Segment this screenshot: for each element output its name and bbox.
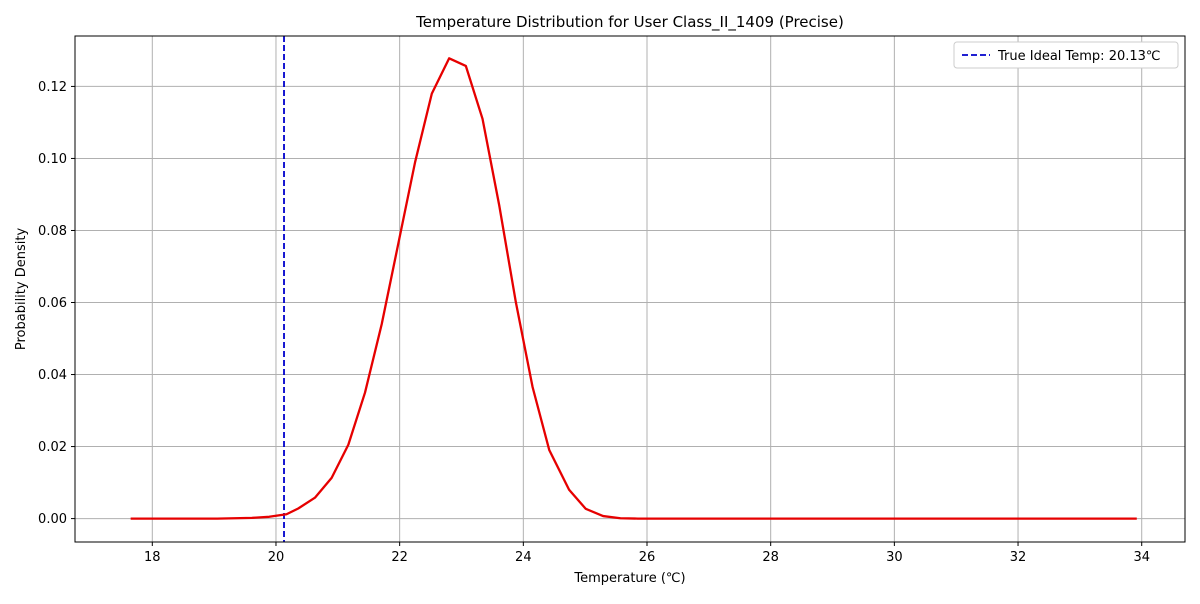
x-tick-label: 28 [762,550,779,565]
y-tick-label: 0.06 [38,296,67,311]
x-tick-label: 34 [1133,550,1150,565]
plot-frame [74,35,1186,543]
y-tick-label: 0.04 [38,368,67,383]
y-tick-label: 0.08 [38,224,67,239]
x-axis-ticks: 18 20 22 24 26 28 30 32 34 [144,542,1150,565]
x-tick-label: 26 [639,550,656,565]
x-tick-label: 22 [391,550,408,565]
x-tick-label: 24 [515,550,532,565]
legend: True Ideal Temp: 20.13℃ [953,41,1179,69]
x-axis-label: Temperature (℃) [573,571,685,586]
density-curve-line [130,57,1137,520]
y-tick-label: 0.10 [38,152,67,167]
series-group [130,57,1137,520]
x-tick-label: 20 [268,550,285,565]
x-tick-label: 18 [144,550,161,565]
y-axis-label: Probability Density [14,228,29,351]
y-tick-label: 0.00 [38,512,67,527]
legend-box [953,41,1179,69]
x-tick-label: 30 [886,550,903,565]
y-tick-label: 0.12 [38,80,67,95]
legend-entry-label: True Ideal Temp: 20.13℃ [997,49,1161,64]
chart-title: Temperature Distribution for User Class_… [415,13,844,32]
grid-lines [75,36,1185,542]
y-axis-ticks: 0.00 0.02 0.04 0.06 0.08 0.10 0.12 [38,80,75,527]
y-tick-label: 0.02 [38,440,67,455]
x-tick-label: 32 [1010,550,1027,565]
